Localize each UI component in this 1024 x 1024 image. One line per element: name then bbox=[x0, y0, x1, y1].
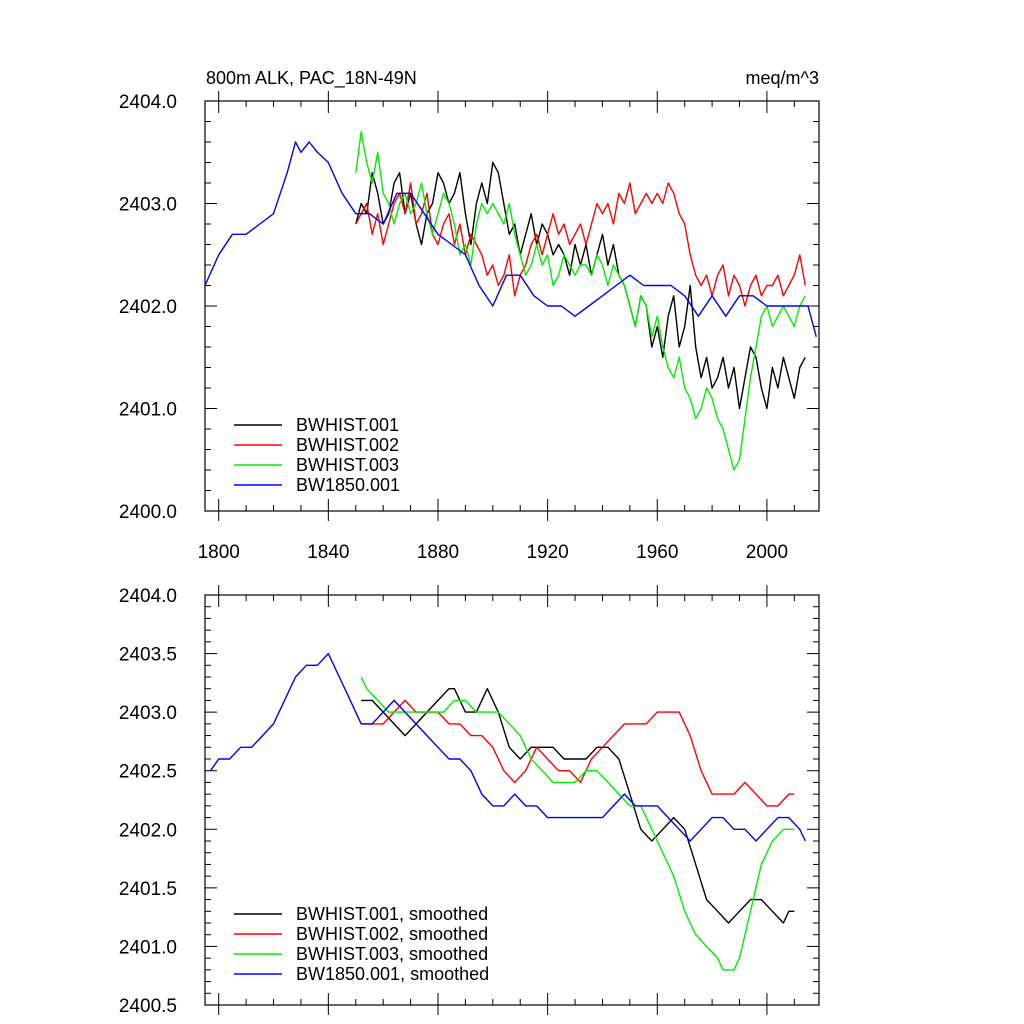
y-tick-label: 2401.0 bbox=[119, 400, 177, 421]
legend-label: BW1850.001, smoothed bbox=[296, 964, 489, 984]
top-panel-series bbox=[204, 131, 817, 471]
x-tick-label: 1880 bbox=[417, 542, 459, 563]
legend-label: BWHIST.003, smoothed bbox=[296, 944, 488, 964]
y-tick-label: 2400.5 bbox=[119, 996, 177, 1017]
units-label: meq/m^3 bbox=[746, 68, 819, 88]
x-tick-label: 1840 bbox=[307, 542, 349, 563]
y-tick-label: 2400.0 bbox=[119, 502, 177, 523]
series-line-1 bbox=[355, 182, 806, 307]
top-panel-ticks: 2400.0 2401.0 2402.0 2403.0 2404.0 1800 1840 18… bbox=[119, 91, 819, 563]
y-tick-label: 2401.5 bbox=[119, 879, 177, 900]
chart-title: 800m ALK, PAC_18N-49N bbox=[206, 68, 417, 89]
bottom-panel-ticks: 2400.5 2401.0 2401.5 2402.0 2402.5 2403.0 2403… bbox=[119, 585, 819, 1017]
y-tick-label: 2402.0 bbox=[119, 297, 177, 318]
series-line-3 bbox=[209, 652, 806, 842]
y-tick-label: 2402.5 bbox=[119, 762, 177, 783]
y-tick-label: 2403.0 bbox=[119, 195, 177, 216]
bottom-panel: 2400.5 2401.0 2401.5 2402.0 2402.5 2403.0 2403… bbox=[119, 585, 820, 1017]
bottom-panel-series bbox=[209, 652, 806, 971]
series-line-1 bbox=[361, 699, 795, 807]
plot-frame-bottom bbox=[204, 594, 820, 1006]
series-line-0 bbox=[361, 688, 795, 924]
series-line-2 bbox=[355, 131, 806, 471]
y-tick-label: 2401.0 bbox=[119, 937, 177, 958]
legend-label: BWHIST.003 bbox=[296, 455, 399, 475]
y-tick-label: 2403.0 bbox=[119, 703, 177, 724]
x-tick-label: 1960 bbox=[636, 542, 678, 563]
top-panel: 800m ALK, PAC_18N-49N meq/m^3 2400.0 2401… bbox=[119, 68, 820, 563]
legend-label: BWHIST.002 bbox=[296, 435, 399, 455]
x-tick-label: 1800 bbox=[198, 542, 240, 563]
y-tick-label: 2404.0 bbox=[119, 586, 177, 607]
legend-label: BWHIST.001 bbox=[296, 415, 399, 435]
legend-label: BW1850.001 bbox=[296, 475, 400, 495]
series-line-0 bbox=[355, 161, 806, 410]
x-tick-label: 2000 bbox=[746, 542, 788, 563]
legend-label: BWHIST.001, smoothed bbox=[296, 904, 488, 924]
y-tick-label: 2403.5 bbox=[119, 645, 177, 666]
y-tick-label: 2402.0 bbox=[119, 820, 177, 841]
series-line-2 bbox=[360, 676, 795, 971]
y-tick-label: 2404.0 bbox=[119, 92, 177, 113]
legend-label: BWHIST.002, smoothed bbox=[296, 924, 488, 944]
x-tick-label: 1920 bbox=[526, 542, 568, 563]
series-line-3 bbox=[204, 141, 817, 337]
